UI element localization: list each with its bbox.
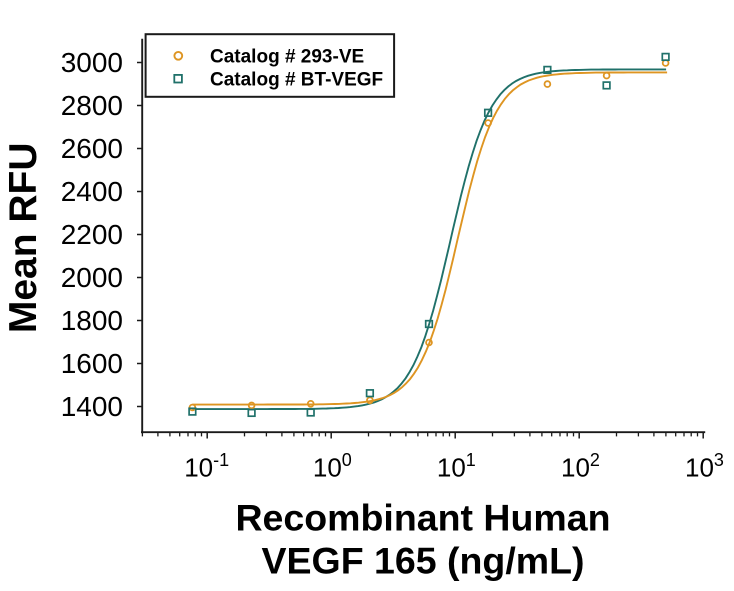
svg-text:Catalog # 293-VE: Catalog # 293-VE bbox=[210, 46, 364, 67]
svg-text:10: 10 bbox=[437, 452, 466, 482]
svg-text:2600: 2600 bbox=[61, 133, 123, 164]
svg-text:10: 10 bbox=[313, 452, 342, 482]
svg-text:Mean RFU: Mean RFU bbox=[2, 142, 45, 333]
svg-text:10: 10 bbox=[561, 452, 590, 482]
svg-text:2200: 2200 bbox=[61, 219, 123, 250]
svg-text:2800: 2800 bbox=[61, 90, 123, 121]
svg-text:-1: -1 bbox=[213, 450, 229, 470]
svg-text:1800: 1800 bbox=[61, 305, 123, 336]
svg-text:1600: 1600 bbox=[61, 348, 123, 379]
svg-text:Catalog # BT-VEGF: Catalog # BT-VEGF bbox=[210, 69, 383, 90]
svg-text:3: 3 bbox=[714, 450, 724, 470]
svg-text:2000: 2000 bbox=[61, 262, 123, 293]
svg-text:0: 0 bbox=[342, 450, 352, 470]
svg-text:1: 1 bbox=[466, 450, 476, 470]
svg-text:1400: 1400 bbox=[61, 391, 123, 422]
svg-text:VEGF 165 (ng/mL): VEGF 165 (ng/mL) bbox=[262, 539, 585, 581]
svg-text:2400: 2400 bbox=[61, 176, 123, 207]
svg-text:10: 10 bbox=[685, 452, 714, 482]
svg-text:10: 10 bbox=[184, 452, 213, 482]
svg-text:3000: 3000 bbox=[61, 47, 123, 78]
svg-text:Recombinant Human: Recombinant Human bbox=[235, 497, 610, 539]
svg-text:2: 2 bbox=[590, 450, 600, 470]
